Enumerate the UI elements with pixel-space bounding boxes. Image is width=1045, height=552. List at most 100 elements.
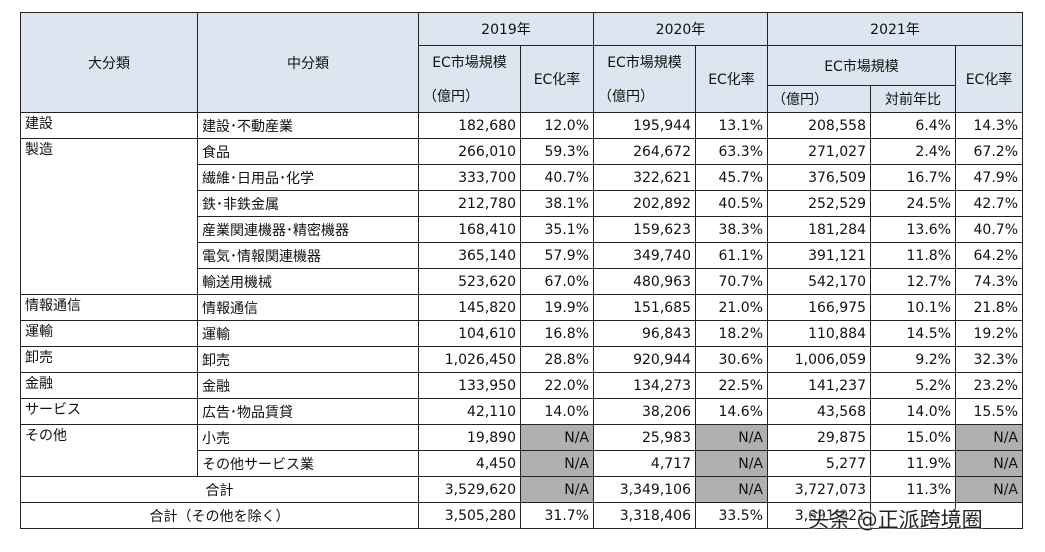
cell: 63.3% (695, 138, 768, 165)
cell: 11.9% (870, 450, 956, 477)
cell: 22.5% (695, 372, 768, 399)
total-label: 合計（その他を除く） (20, 502, 419, 529)
cell: 64.2% (955, 242, 1023, 269)
cell: 1,026,450 (418, 346, 521, 373)
cell: 182,680 (418, 112, 521, 139)
row: 運輸 運輸 104,610 16.8% 96,843 18.2% 110,884 14.5% 1… (20, 320, 1023, 347)
cell: 14.6% (695, 398, 768, 425)
cell: 202,892 (593, 190, 696, 217)
cell: 480,963 (593, 268, 696, 295)
cell: 15.0% (870, 424, 956, 451)
row: その他 小売 19,890 N/A 25,983 N/A 29,875 15.0% N/A (20, 424, 1023, 477)
cell: 365,140 (418, 242, 521, 269)
year-header: 2021年 (767, 12, 1023, 46)
cell: 33.5% (695, 502, 768, 529)
cell: 349,740 (593, 242, 696, 269)
unit-label: （億円） (423, 89, 479, 105)
row: その他サービス業 4,450 N/A 4,717 N/A 5,277 11.9% N/A (21, 450, 1023, 477)
yoy-header: 対前年比 (870, 85, 956, 113)
total-row: 合計 3,529,620 N/A 3,349,106 N/A 3,727,073 11.3%… (20, 476, 1023, 503)
cell: 45.7% (695, 164, 768, 191)
cell: 9.2% (870, 346, 956, 373)
row: 電気･情報関連機器 365,140 57.9% 349,740 61.1% 391,121… (21, 242, 1023, 269)
cell: 920,944 (593, 346, 696, 373)
cell: 19.9% (520, 294, 594, 321)
size-header: EC市場規模 （億円） (593, 45, 696, 113)
minor-category: 輸送用機械 (197, 268, 419, 295)
row: 繊維･日用品･化学 333,700 40.7% 322,621 45.7% 376,509… (21, 164, 1023, 191)
cell: N/A (955, 450, 1023, 477)
minor-category: 情報通信 (197, 294, 419, 321)
size-header: EC市場規模 (767, 45, 956, 86)
cell: 333,700 (418, 164, 521, 191)
cell: 391,121 (767, 242, 871, 269)
cell: N/A (520, 424, 594, 451)
cell: 15.5% (955, 398, 1023, 425)
cell: 208,558 (767, 112, 871, 139)
cell: 252,529 (767, 190, 871, 217)
major-category: 運輸 (20, 320, 198, 347)
cell (955, 502, 1023, 529)
minor-category: 鉄･非鉄金属 (197, 190, 419, 217)
row: 卸売 卸売 1,026,450 28.8% 920,944 30.6% 1,006,059 9… (20, 346, 1023, 373)
year-header: 2020年 (593, 12, 768, 46)
cell: 13.6% (870, 216, 956, 243)
cell: N/A (520, 476, 594, 503)
cell: 134,273 (593, 372, 696, 399)
table-body: 建設 建設･不動産業 182,680 12.0% 195,944 13.1% 208,558… (20, 112, 1023, 529)
cell: 43,568 (767, 398, 871, 425)
cell: 145,820 (418, 294, 521, 321)
cell: 13.1% (695, 112, 768, 139)
cell: 40.7% (520, 164, 594, 191)
cell: N/A (695, 476, 768, 503)
cell: 271,027 (767, 138, 871, 165)
row: 鉄･非鉄金属 212,780 38.1% 202,892 40.5% 252,529 24.… (21, 190, 1023, 217)
major-header: 大分類 (20, 12, 198, 113)
ec-table: 大分類 中分類 2019年 2020年 2021年 EC市場規模 （億円） EC化… (20, 12, 1023, 529)
total-row: 合計（その他を除く） 3,505,280 31.7% 3,318,406 33.5% 3,… (20, 502, 1023, 529)
cell: 168,410 (418, 216, 521, 243)
cell: 322,621 (593, 164, 696, 191)
cell: 38.1% (520, 190, 594, 217)
cell: 4,717 (593, 450, 696, 477)
minor-category: 運輸 (197, 320, 419, 347)
cell: 29,875 (767, 424, 871, 451)
cell: 11.8% (870, 242, 956, 269)
cell: 30.6% (695, 346, 768, 373)
cell: 159,623 (593, 216, 696, 243)
cell: 16.7% (870, 164, 956, 191)
cell: 5,277 (767, 450, 871, 477)
unit-label: （億円） (598, 89, 654, 105)
cell: 16.8% (520, 320, 594, 347)
cell: 1,006,059 (767, 346, 871, 373)
cell: N/A (520, 450, 594, 477)
cell: 10.1% (870, 294, 956, 321)
minor-category: 建設･不動産業 (197, 112, 419, 139)
minor-category: 広告･物品賃貸 (197, 398, 419, 425)
row: 金融 金融 133,950 22.0% 134,273 22.5% 141,237 5.2% 2… (20, 372, 1023, 399)
cell: 542,170 (767, 268, 871, 295)
minor-category: 金融 (197, 372, 419, 399)
cell: 31.7% (520, 502, 594, 529)
minor-category: 産業関連機器･精密機器 (197, 216, 419, 243)
cell: 3,505,280 (418, 502, 521, 529)
cell: N/A (695, 450, 768, 477)
cell: 181,284 (767, 216, 871, 243)
cell: 18.2% (695, 320, 768, 347)
cell: 141,237 (767, 372, 871, 399)
cell: 40.5% (695, 190, 768, 217)
cell: 3,727,073 (767, 476, 871, 503)
cell: N/A (955, 424, 1023, 451)
cell: 24.5% (870, 190, 956, 217)
cell: 47.9% (955, 164, 1023, 191)
cell: 32.3% (955, 346, 1023, 373)
major-category: 情報通信 (20, 294, 198, 321)
cell: 151,685 (593, 294, 696, 321)
minor-category: 小売 (197, 424, 419, 451)
major-category: 建設 (20, 112, 198, 139)
size-label: EC市場規模 (432, 55, 507, 71)
minor-category: その他サービス業 (197, 450, 419, 477)
cell: 14.5% (870, 320, 956, 347)
cell: 523,620 (418, 268, 521, 295)
